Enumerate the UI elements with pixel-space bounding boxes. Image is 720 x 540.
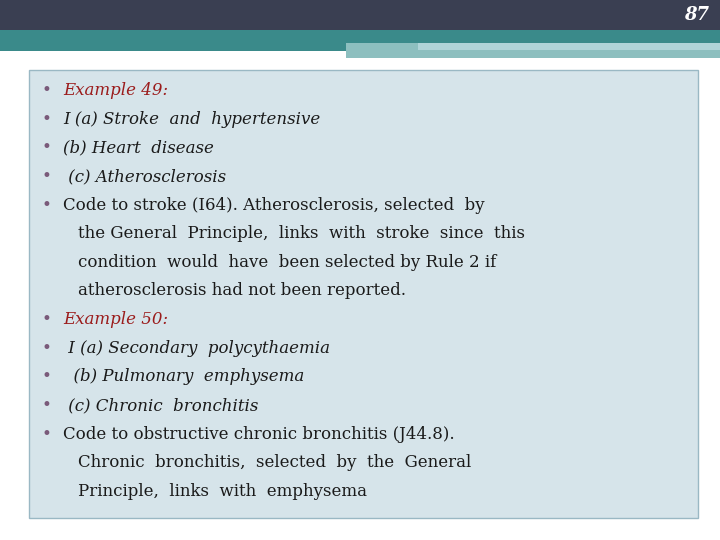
Text: Chronic  bronchitis,  selected  by  the  General: Chronic bronchitis, selected by the Gene… <box>78 454 471 471</box>
Text: (b) Heart  disease: (b) Heart disease <box>63 139 215 156</box>
Text: •: • <box>42 139 52 156</box>
Text: •: • <box>42 311 52 328</box>
Text: (c) Chronic  bronchitis: (c) Chronic bronchitis <box>63 397 258 414</box>
Text: atherosclerosis had not been reported.: atherosclerosis had not been reported. <box>78 282 406 299</box>
Text: the General  Principle,  links  with  stroke  since  this: the General Principle, links with stroke… <box>78 225 525 242</box>
Text: condition  would  have  been selected by Rule 2 if: condition would have been selected by Ru… <box>78 254 496 271</box>
Text: I (a) Stroke  and  hypertensive: I (a) Stroke and hypertensive <box>63 111 320 127</box>
Text: •: • <box>42 426 52 442</box>
Text: •: • <box>42 82 52 99</box>
Text: 87: 87 <box>684 6 709 24</box>
Text: Code to obstructive chronic bronchitis (J44.8).: Code to obstructive chronic bronchitis (… <box>63 426 455 442</box>
Text: Code to stroke (I64). Atherosclerosis, selected  by: Code to stroke (I64). Atherosclerosis, s… <box>63 197 485 213</box>
Text: •: • <box>42 340 52 356</box>
Text: (b) Pulmonary  emphysema: (b) Pulmonary emphysema <box>63 368 305 385</box>
Text: Example 49:: Example 49: <box>63 82 168 99</box>
Text: •: • <box>42 368 52 385</box>
Text: Example 50:: Example 50: <box>63 311 168 328</box>
Text: Principle,  links  with  emphysema: Principle, links with emphysema <box>78 483 366 500</box>
Text: •: • <box>42 397 52 414</box>
Text: •: • <box>42 197 52 213</box>
Text: •: • <box>42 111 52 127</box>
Text: I (a) Secondary  polycythaemia: I (a) Secondary polycythaemia <box>63 340 330 356</box>
Text: •: • <box>42 168 52 185</box>
Text: (c) Atherosclerosis: (c) Atherosclerosis <box>63 168 227 185</box>
